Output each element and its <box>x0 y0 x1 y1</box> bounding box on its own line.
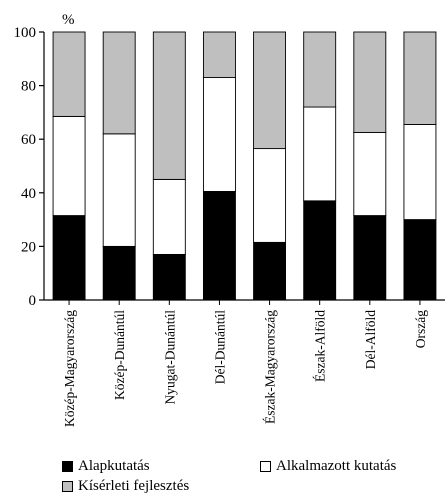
bar-alkalmazott-kutatas-del-alfold <box>353 132 387 217</box>
legend-item-alapkutatas: Alapkutatás <box>62 458 150 475</box>
x-tick-labels: Közép-Magyarország Közép-Dunántúl Nyugat-D… <box>62 300 428 427</box>
y-tick-label: 40 <box>21 186 36 202</box>
legend-label-kiserleti-fejlesztes: Kísérleti fejlesztés <box>78 478 190 494</box>
bars <box>52 31 437 301</box>
legend-item-alkalmazott-kutatas: Alkalmazott kutatás <box>260 458 396 475</box>
bar-alapkutatas-kozep-dunantul <box>102 245 136 301</box>
bar-kiserleti-fejlesztes-del-dunantul <box>202 31 236 79</box>
y-tick-label: 20 <box>21 239 36 255</box>
bar-alapkutatas-eszak-magyarorszag <box>253 241 287 301</box>
x-tick-label-kozep-dunantul: Közép-Dunántúl <box>112 310 127 400</box>
x-tick-label-eszak-alfold: Észak-Alföld <box>313 310 328 382</box>
stacked-bar-chart: % 0 20 40 60 80 100 Közép-Magyarország Közép-D… <box>14 12 445 427</box>
legend-label-alkalmazott-kutatas: Alkalmazott kutatás <box>276 458 397 474</box>
bar-kiserleti-fejlesztes-nyugat-dunantul <box>152 31 186 180</box>
bar-alapkutatas-kozep-magyarorszag <box>52 215 86 301</box>
legend-swatch-alkalmazott-kutatas <box>260 461 271 472</box>
legend-item-kiserleti-fejlesztes: Kísérleti fejlesztés <box>62 478 189 495</box>
bar-kiserleti-fejlesztes-kozep-magyarorszag <box>52 31 86 117</box>
legend-swatch-kiserleti-fejlesztes <box>62 481 73 492</box>
bar-kiserleti-fejlesztes-orszag <box>403 31 437 125</box>
bar-alkalmazott-kutatas-kozep-dunantul <box>102 133 136 247</box>
bar-alkalmazott-kutatas-eszak-magyarorszag <box>253 148 287 243</box>
bar-alkalmazott-kutatas-kozep-magyarorszag <box>52 115 86 217</box>
x-tick-label-nyugat-dunantul: Nyugat-Dunántúl <box>162 310 177 405</box>
bar-kiserleti-fejlesztes-eszak-magyarorszag <box>253 31 287 150</box>
x-tick-label-orszag: Ország <box>413 310 428 348</box>
bar-alapkutatas-nyugat-dunantul <box>152 253 186 301</box>
x-tick-label-del-alfold: Dél-Alföld <box>363 310 378 369</box>
x-tick-label-kozep-magyarorszag: Közép-Magyarország <box>62 310 77 427</box>
bar-kiserleti-fejlesztes-kozep-dunantul <box>102 31 136 135</box>
bar-alkalmazott-kutatas-nyugat-dunantul <box>152 178 186 255</box>
bar-alapkutatas-del-alfold <box>353 215 387 301</box>
legend-label-alapkutatas: Alapkutatás <box>78 458 150 474</box>
x-tick-label-del-dunantul: Dél-Dunántúl <box>212 310 227 384</box>
bar-alkalmazott-kutatas-eszak-alfold <box>303 106 337 202</box>
bar-alkalmazott-kutatas-orszag <box>403 124 437 221</box>
bar-alapkutatas-orszag <box>403 219 437 301</box>
x-tick-label-eszak-magyarorszag: Észak-Magyarország <box>263 310 278 424</box>
y-tick-label: 100 <box>14 25 37 41</box>
bar-kiserleti-fejlesztes-del-alfold <box>353 31 387 133</box>
legend-swatch-alapkutatas <box>62 461 73 472</box>
y-axis-unit: % <box>62 12 75 28</box>
y-tick-label: 80 <box>21 79 36 95</box>
y-ticks: 0 20 40 60 80 100 <box>14 25 44 309</box>
y-tick-label: 60 <box>21 132 36 148</box>
y-tick-label: 0 <box>29 293 37 309</box>
bar-alapkutatas-eszak-alfold <box>303 200 337 301</box>
bar-alapkutatas-del-dunantul <box>202 191 236 301</box>
bar-kiserleti-fejlesztes-eszak-alfold <box>303 31 337 108</box>
bar-alkalmazott-kutatas-del-dunantul <box>202 77 236 192</box>
